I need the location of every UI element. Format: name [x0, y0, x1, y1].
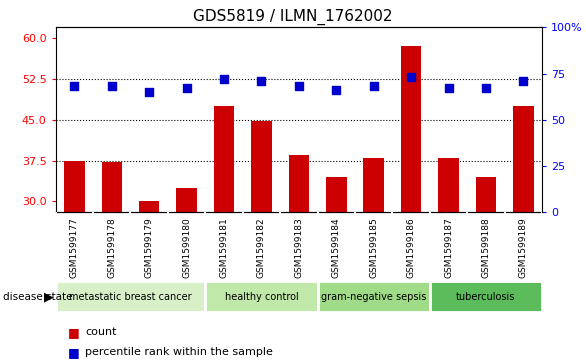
Text: GDS5819 / ILMN_1762002: GDS5819 / ILMN_1762002 — [193, 9, 393, 25]
Point — [70, 83, 79, 89]
Bar — [288, 155, 309, 212]
Text: GSM1599187: GSM1599187 — [444, 218, 453, 278]
Text: GSM1599180: GSM1599180 — [182, 218, 191, 278]
Text: gram-negative sepsis: gram-negative sepsis — [321, 292, 427, 302]
Text: GSM1599184: GSM1599184 — [332, 218, 341, 278]
Point — [219, 76, 229, 82]
Bar — [401, 46, 421, 212]
Text: ■: ■ — [67, 346, 79, 359]
Bar — [56, 281, 205, 312]
Point — [519, 78, 528, 84]
Point — [332, 87, 341, 93]
Text: ■: ■ — [67, 326, 79, 339]
Text: ▶: ▶ — [44, 290, 53, 303]
Text: GSM1599182: GSM1599182 — [257, 218, 266, 278]
Bar — [64, 160, 84, 212]
Text: GSM1599188: GSM1599188 — [482, 218, 490, 278]
Bar — [363, 158, 384, 212]
Text: GSM1599186: GSM1599186 — [407, 218, 415, 278]
Bar — [318, 281, 430, 312]
Text: healthy control: healthy control — [224, 292, 298, 302]
Point — [481, 85, 490, 91]
Text: GSM1599177: GSM1599177 — [70, 218, 79, 278]
Bar — [476, 177, 496, 212]
Bar — [205, 281, 318, 312]
Text: GSM1599183: GSM1599183 — [294, 218, 304, 278]
Text: tuberculosis: tuberculosis — [456, 292, 516, 302]
Bar — [251, 121, 272, 212]
Bar — [430, 281, 542, 312]
Text: metastatic breast cancer: metastatic breast cancer — [69, 292, 192, 302]
Text: GSM1599179: GSM1599179 — [145, 218, 154, 278]
Point — [294, 83, 304, 89]
Point — [407, 74, 416, 80]
Point — [444, 85, 453, 91]
Bar — [139, 201, 159, 212]
Point — [257, 78, 266, 84]
Point — [145, 89, 154, 95]
Bar — [176, 188, 197, 212]
Bar — [214, 106, 234, 212]
Bar — [513, 106, 534, 212]
Bar — [438, 158, 459, 212]
Text: count: count — [85, 327, 117, 337]
Point — [182, 85, 191, 91]
Text: disease state: disease state — [3, 292, 73, 302]
Text: GSM1599178: GSM1599178 — [107, 218, 116, 278]
Point — [107, 83, 117, 89]
Bar — [101, 162, 122, 212]
Text: GSM1599181: GSM1599181 — [220, 218, 229, 278]
Text: GSM1599185: GSM1599185 — [369, 218, 378, 278]
Text: GSM1599189: GSM1599189 — [519, 218, 528, 278]
Bar — [326, 177, 346, 212]
Point — [369, 83, 379, 89]
Text: percentile rank within the sample: percentile rank within the sample — [85, 347, 273, 357]
